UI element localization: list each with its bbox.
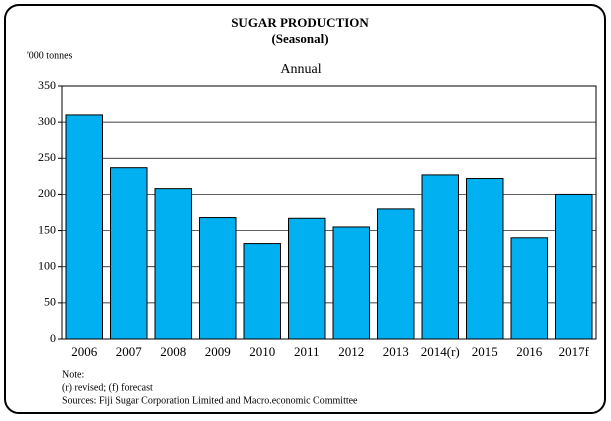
bar	[243, 243, 281, 340]
note: Note:	[62, 369, 84, 380]
x-tick-label: 2006	[71, 344, 98, 359]
y-tick-label: 100	[38, 258, 56, 272]
bar	[377, 208, 415, 340]
note: (r) revised; (f) forecast	[62, 382, 153, 393]
y-tick-label: 0	[50, 331, 56, 345]
bar	[421, 174, 459, 340]
x-tick-label: 2011	[294, 344, 320, 359]
y-tick-label: 250	[38, 150, 56, 164]
bar	[110, 167, 148, 340]
x-tick-label: 2007	[116, 344, 143, 359]
bar	[555, 193, 593, 340]
y-tick-label: 150	[38, 222, 56, 236]
bar	[510, 237, 548, 340]
x-tick-label: 2010	[249, 344, 275, 359]
y-tick-label: 50	[44, 295, 56, 309]
bar	[288, 217, 326, 340]
x-tick-label: 2015	[472, 344, 498, 359]
plot-area	[61, 85, 597, 340]
x-tick-label: 2013	[383, 344, 409, 359]
x-tick-label: 2014(r)	[421, 344, 460, 359]
chart-subtitle: (Seasonal)	[271, 31, 328, 46]
y-axis-label: '000 tonnes	[27, 50, 73, 61]
x-tick-label: 2012	[338, 344, 364, 359]
bar	[466, 178, 504, 340]
annotation: Annual	[280, 62, 321, 77]
x-tick-label: 2017f	[559, 344, 590, 359]
bar	[199, 217, 237, 340]
x-tick-label: 2009	[205, 344, 231, 359]
note: Sources: Fiji Sugar Corporation Limited …	[62, 395, 358, 406]
bar	[65, 114, 103, 340]
bar	[154, 188, 192, 340]
y-tick-label: 300	[38, 114, 56, 128]
chart-title: SUGAR PRODUCTION	[231, 15, 369, 30]
bar	[332, 226, 370, 340]
y-tick-label: 350	[38, 78, 56, 92]
y-tick-label: 200	[38, 186, 56, 200]
x-tick-label: 2008	[160, 344, 186, 359]
x-tick-label: 2016	[516, 344, 543, 359]
